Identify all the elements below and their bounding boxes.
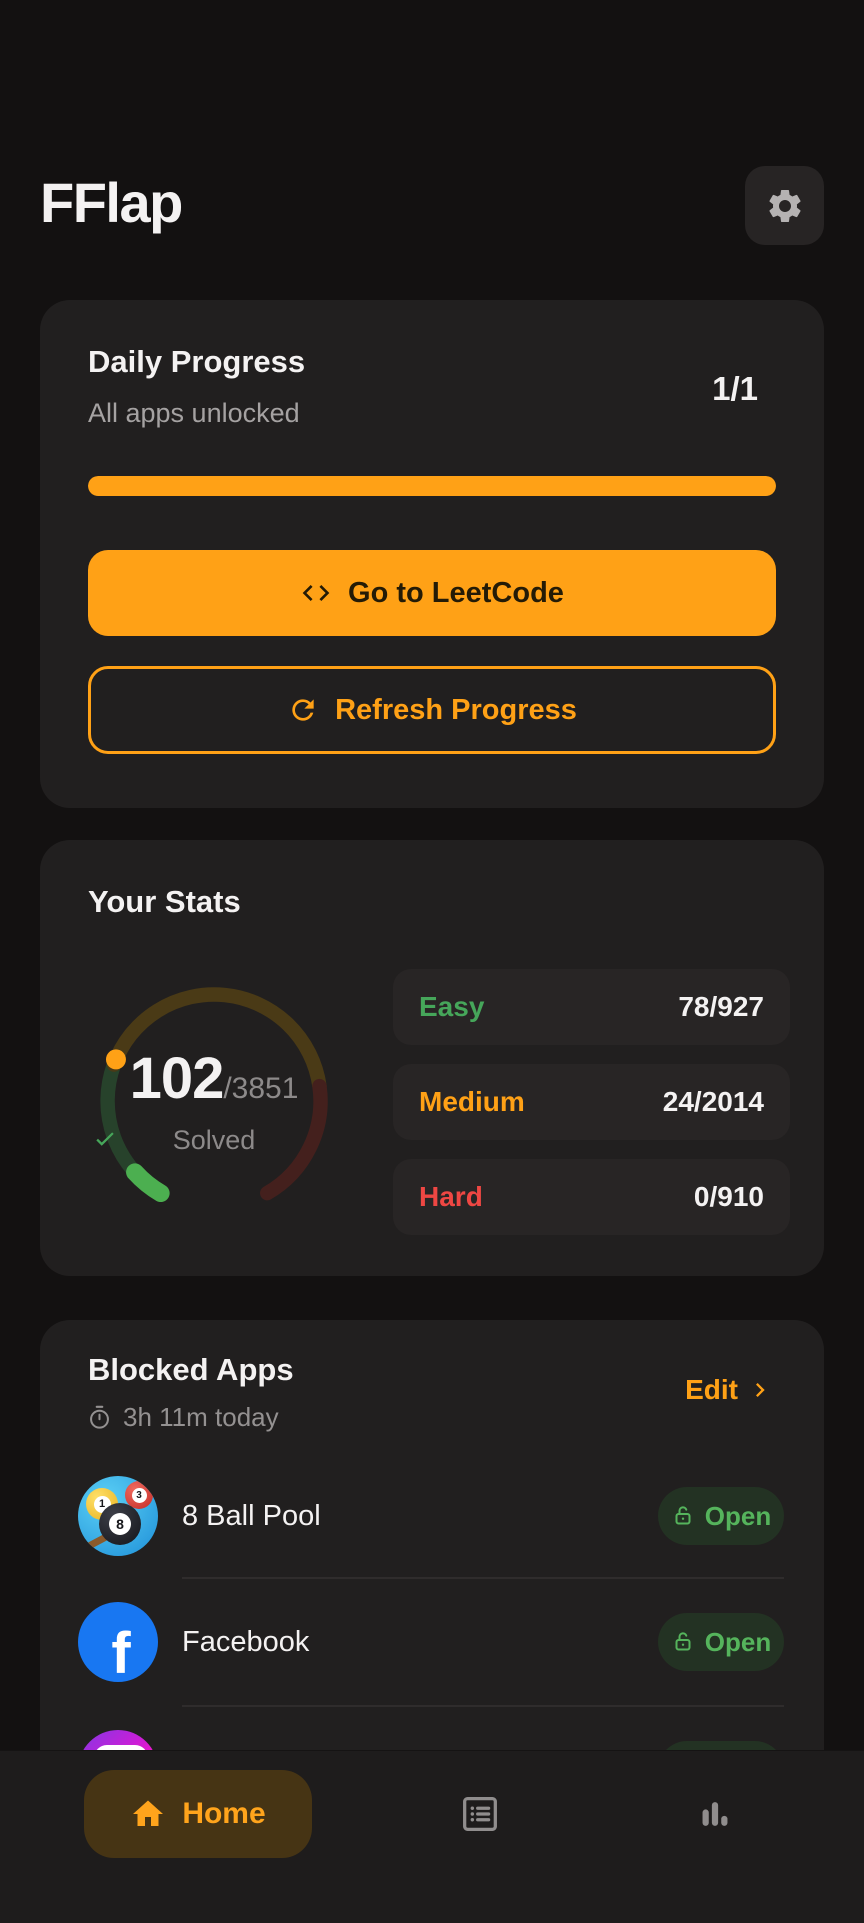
stat-row-hard: Hard 0/910 <box>393 1159 790 1235</box>
solved-count: 102 <box>129 1046 225 1111</box>
open-label: Open <box>704 1500 772 1531</box>
your-stats-title: Your Stats <box>88 884 241 919</box>
lock-open-icon <box>675 1632 691 1651</box>
stat-row-easy: Easy 78/927 <box>393 969 790 1045</box>
go-to-leetcode-button[interactable]: Go to LeetCode <box>88 550 776 636</box>
bar-chart-icon <box>702 1802 728 1826</box>
easy-value: 78/927 <box>678 991 764 1022</box>
refresh-progress-button[interactable]: Refresh Progress <box>88 666 776 754</box>
pool-ball-3: 3 <box>125 1481 153 1509</box>
hard-label: Hard <box>419 1181 483 1212</box>
nav-home-tab[interactable]: Home <box>84 1770 312 1858</box>
list-icon <box>463 1797 497 1831</box>
solved-label: Solved <box>172 1125 256 1155</box>
app-name: 8 Ball Pool <box>182 1499 321 1532</box>
open-label: Open <box>704 1626 772 1657</box>
page-title: FFlap <box>40 171 183 234</box>
open-app-button[interactable]: Open <box>658 1613 784 1671</box>
eight-ball-pool-app-icon: 1 3 8 <box>78 1476 158 1556</box>
daily-progress-title: Daily Progress <box>88 344 306 379</box>
home-icon <box>133 1800 164 1826</box>
gear-icon <box>768 189 801 222</box>
blocked-app-row: 1 3 8 8 Ball Pool Open <box>78 1470 784 1562</box>
settings-button[interactable] <box>745 166 824 245</box>
solved-total: /3851 <box>223 1072 299 1105</box>
edit-blocked-apps-button[interactable]: Edit <box>685 1374 774 1406</box>
blocked-apps-card: Blocked Apps Edit 3h 11m today 1 3 8 8 B… <box>40 1320 824 1790</box>
medium-label: Medium <box>419 1086 525 1117</box>
lock-open-icon <box>675 1506 691 1525</box>
pool-ball-8: 8 <box>99 1503 141 1545</box>
refresh-icon <box>292 699 314 721</box>
solved-gauge: 102/3851 Solved <box>92 979 336 1223</box>
nav-stats-tab[interactable] <box>685 1784 745 1844</box>
stat-row-medium: Medium 24/2014 <box>393 1064 790 1140</box>
solved-gauge-ring <box>100 987 328 1203</box>
daily-progress-bar-fill <box>88 476 776 496</box>
daily-progress-card: Daily Progress All apps unlocked 1/1 Go … <box>40 300 824 808</box>
check-icon <box>96 1132 114 1146</box>
edit-label: Edit <box>685 1374 738 1405</box>
easy-label: Easy <box>419 991 485 1022</box>
go-to-leetcode-label: Go to LeetCode <box>348 576 564 609</box>
daily-progress-count: 1/1 <box>712 370 758 407</box>
app-name: Facebook <box>182 1625 310 1658</box>
your-stats-card: Your Stats 102/3851 Solved Easy 78/927 M… <box>40 840 824 1276</box>
solved-count-line: 102/3851 <box>92 1045 336 1112</box>
divider <box>182 1577 784 1579</box>
open-app-button[interactable]: Open <box>658 1487 784 1545</box>
solved-label-line: Solved <box>92 1125 336 1156</box>
medium-value: 24/2014 <box>662 1086 764 1117</box>
code-icon <box>302 585 330 601</box>
facebook-app-icon: f <box>78 1602 158 1682</box>
nav-home-label: Home <box>182 1797 266 1830</box>
hard-value: 0/910 <box>693 1181 764 1212</box>
daily-progress-bar <box>88 476 776 496</box>
blocked-app-row: f Facebook Open <box>78 1596 784 1688</box>
refresh-progress-label: Refresh Progress <box>335 693 577 726</box>
facebook-f-glyph: f <box>111 1620 131 1683</box>
chevron-right-icon <box>756 1383 765 1397</box>
blocked-apps-title: Blocked Apps <box>88 1352 294 1387</box>
stopwatch-icon <box>90 1405 109 1429</box>
daily-progress-subtitle: All apps unlocked <box>88 398 300 428</box>
bottom-nav: Home <box>0 1750 864 1923</box>
divider <box>182 1705 784 1707</box>
usage-today-label: 3h 11m today <box>123 1402 279 1432</box>
nav-blocklist-tab[interactable] <box>450 1784 510 1844</box>
usage-today: 3h 11m today <box>86 1402 279 1433</box>
